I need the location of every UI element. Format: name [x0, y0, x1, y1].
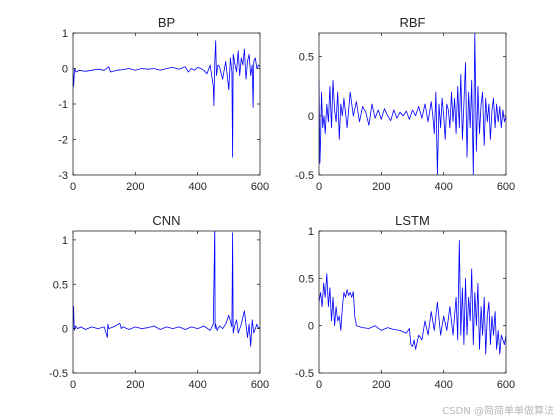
bp-xtick-label: 400	[188, 181, 206, 193]
bp-ytick-label: 1	[62, 28, 68, 40]
bp-xtick-label: 600	[251, 181, 269, 193]
cnn-xtick-label: 200	[126, 379, 144, 391]
rbf-xtick-label: 200	[372, 181, 390, 193]
watermark-text: CSDN @简简单单做算法	[442, 406, 554, 417]
lstm-series-line-0	[319, 240, 506, 355]
lstm-xtick-label: 200	[372, 379, 390, 391]
cnn-subplot-title: CNN	[152, 213, 180, 228]
cnn-xtick-label: 400	[188, 379, 206, 391]
cnn-ytick-label: 1	[62, 235, 68, 247]
lstm-ytick-label: 0	[308, 321, 314, 333]
lstm-ytick-label: 0.5	[299, 273, 314, 285]
bp-plot-area	[73, 33, 260, 175]
subplot-bp: 0 200 400 600 -3 -2 -1 0 1 BP	[58, 15, 269, 193]
rbf-xtick-label: 600	[497, 181, 515, 193]
rbf-subplot-title: RBF	[400, 15, 426, 30]
bp-ytick-label: -2	[58, 135, 68, 147]
bp-xtick-label: 0	[70, 181, 76, 193]
lstm-xtick-label: 400	[434, 379, 452, 391]
rbf-plot-area	[319, 33, 506, 175]
cnn-xtick-label: 600	[251, 379, 269, 391]
lstm-plot-area	[319, 231, 506, 373]
rbf-axes-frame	[318, 32, 507, 176]
lstm-xtick-label: 600	[497, 379, 515, 391]
lstm-ytick-label: 1	[308, 226, 314, 238]
cnn-ytick-label: 0.5	[53, 279, 68, 291]
lstm-xtick-label: 0	[316, 379, 322, 391]
cnn-axes-frame	[72, 230, 261, 374]
bp-ytick-label: 0	[62, 64, 68, 76]
rbf-xtick-label: 400	[434, 181, 452, 193]
lstm-ytick-label: -0.5	[295, 368, 314, 380]
bp-ytick-label: -1	[58, 99, 68, 111]
rbf-ytick-label: 0.5	[299, 52, 314, 64]
cnn-ytick-label: -0.5	[49, 368, 68, 380]
cnn-plot-area	[73, 231, 260, 373]
bp-series-line-0	[73, 40, 260, 158]
bp-ytick-label: -3	[58, 170, 68, 182]
rbf-ytick-label: 0	[308, 111, 314, 123]
lstm-subplot-title: LSTM	[395, 213, 430, 228]
bp-subplot-title: BP	[158, 15, 175, 30]
lstm-axes-frame	[318, 230, 507, 374]
rbf-ytick-label: -0.5	[295, 170, 314, 182]
cnn-ytick-label: 0	[62, 324, 68, 336]
cnn-series-line-0	[73, 231, 260, 347]
cnn-xtick-label: 0	[70, 379, 76, 391]
bp-xtick-label: 200	[126, 181, 144, 193]
rbf-series-line-0	[319, 33, 506, 175]
rbf-xtick-label: 0	[316, 181, 322, 193]
